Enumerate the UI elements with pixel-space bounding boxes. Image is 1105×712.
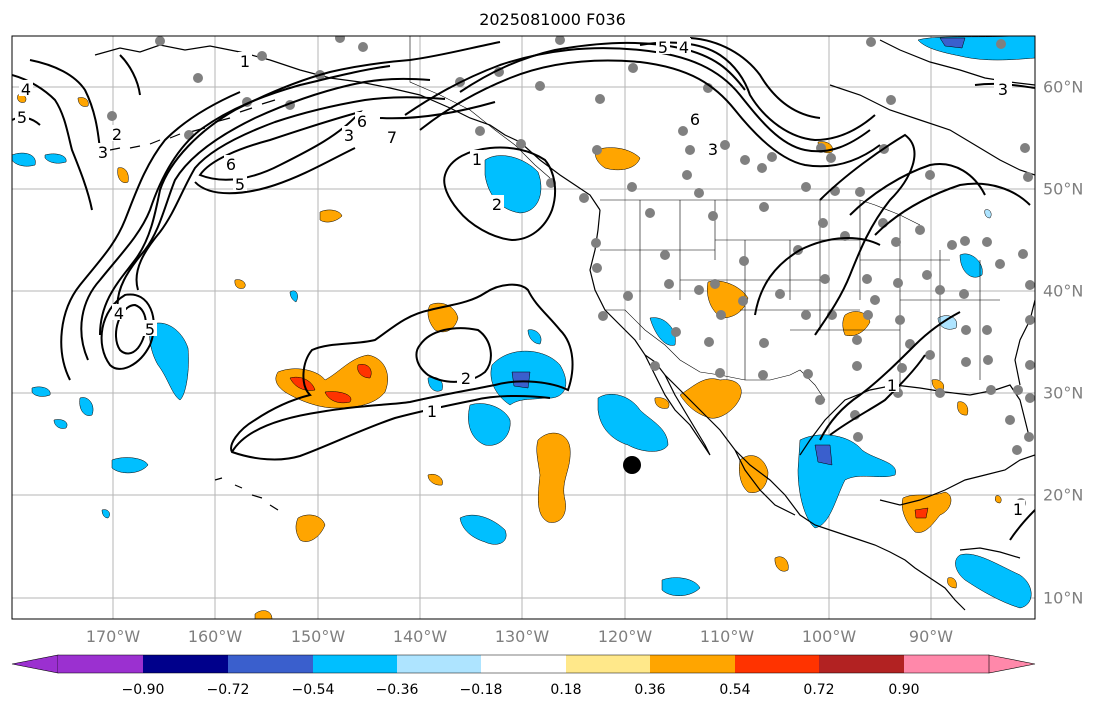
contour-label: 5 (145, 320, 155, 339)
contour-lines (12, 37, 1035, 541)
contour-label: 1 (472, 150, 482, 169)
contour-label: 4 (679, 38, 689, 57)
colorbar-tick-label: 0.54 (719, 682, 751, 698)
latitude-label: 60°N (1043, 77, 1084, 97)
contour-label: 3 (98, 143, 108, 162)
contour-label: 3 (344, 126, 354, 145)
contour-label: 6 (226, 155, 236, 174)
negative-anomaly-fills (12, 36, 1035, 609)
contour-label: 6 (357, 112, 367, 131)
map-title: 2025081000 F036 (479, 10, 626, 29)
contour-label: 7 (387, 128, 397, 147)
contour-label: 3 (998, 80, 1008, 99)
contour-label: 4 (21, 80, 31, 99)
longitude-label: 130°W (494, 627, 550, 646)
colorbar-tick-label: −0.18 (459, 682, 503, 698)
colorbar-tick-label: −0.90 (121, 682, 165, 698)
longitude-label: 160°W (187, 627, 243, 646)
positive-anomaly-fills (17, 94, 1002, 619)
contour-label: 2 (112, 125, 122, 144)
colorbar-tick-label: −0.36 (375, 682, 419, 698)
contour-label-group: 1 2 3 6 7 3 5 6 4 5 1 6 5 4 (15, 38, 1025, 519)
map-frame (11, 35, 1036, 620)
contour-label: 4 (114, 304, 124, 323)
contour-label: 1 (240, 52, 250, 71)
contour-label: 1 (1013, 500, 1023, 519)
latitude-label: 30°N (1043, 383, 1084, 403)
contour-label: 5 (658, 38, 668, 57)
longitude-label: 140°W (392, 627, 448, 646)
longitude-label: 90°W (908, 627, 954, 646)
colorbar-tick-label: 0.90 (888, 682, 920, 698)
latitude-label: 20°N (1043, 485, 1084, 505)
latitude-label: 40°N (1043, 281, 1084, 301)
colorbar (11, 654, 1036, 674)
contour-label: 1 (887, 376, 897, 395)
map-plot-area: 1 2 3 6 7 3 5 6 4 5 1 6 5 4 (12, 36, 1035, 619)
contour-label: 2 (461, 369, 471, 388)
colorbar-tick-label: 0.18 (550, 682, 582, 698)
colorbar-tick-label: −0.54 (291, 682, 335, 698)
contour-label: 5 (17, 108, 27, 127)
latitude-label: 50°N (1043, 179, 1084, 199)
colorbar-tick-label: −0.72 (206, 682, 250, 698)
longitude-label: 120°W (597, 627, 653, 646)
longitude-label: 150°W (290, 627, 346, 646)
colorbar-tick-label: 0.36 (634, 682, 666, 698)
colorbar-tick-label: 0.72 (803, 682, 835, 698)
target-location-marker (623, 456, 641, 474)
contour-label: 6 (690, 110, 700, 129)
longitude-label: 170°W (85, 627, 141, 646)
contour-label: 5 (235, 175, 245, 194)
contour-label: 3 (708, 140, 718, 159)
longitude-label: 100°W (801, 627, 857, 646)
longitude-label: 110°W (699, 627, 755, 646)
contour-label: 1 (427, 402, 437, 421)
latitude-label: 10°N (1043, 588, 1084, 608)
contour-label: 2 (492, 195, 502, 214)
